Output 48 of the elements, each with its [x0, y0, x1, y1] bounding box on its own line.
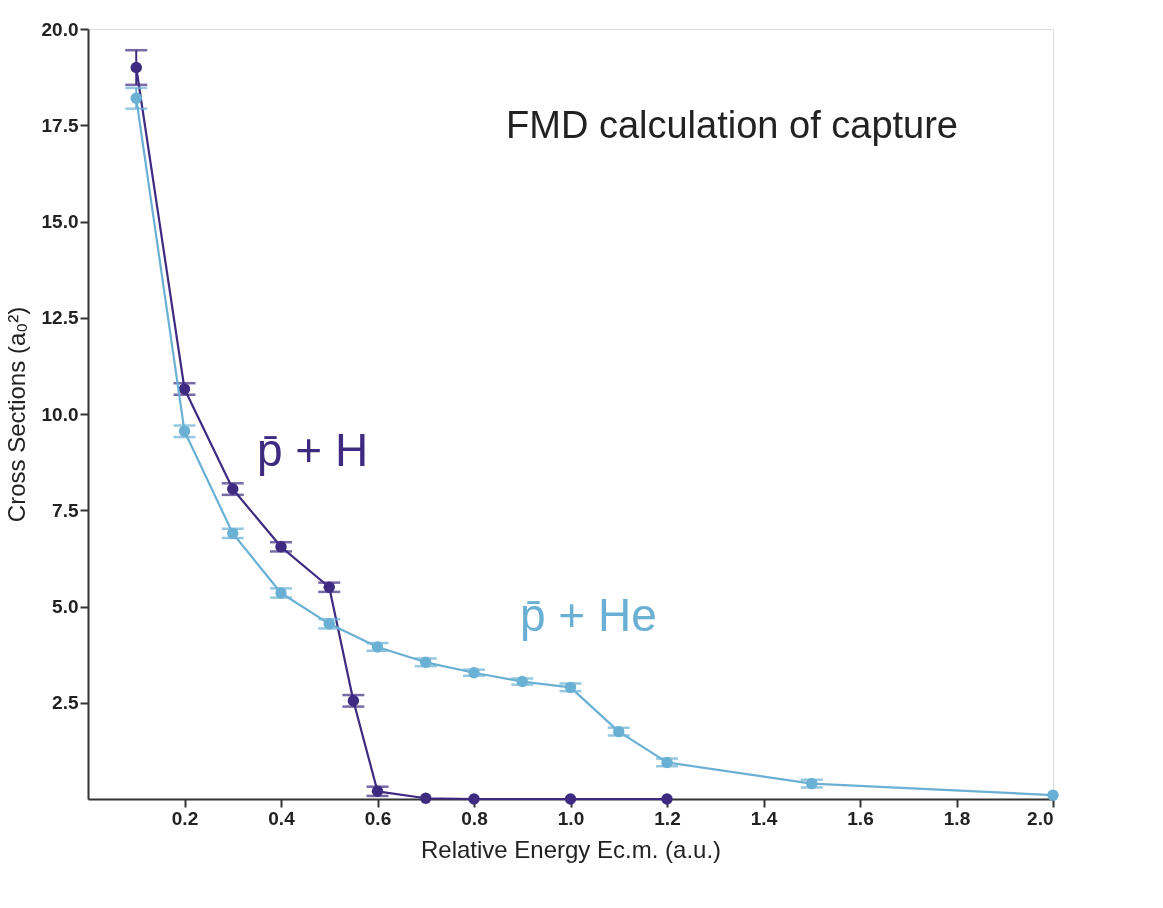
- point: [178, 425, 191, 438]
- point: [516, 675, 528, 688]
- point: [420, 792, 432, 804]
- x-tick-label: 0.6: [364, 807, 392, 829]
- y-tick-label: 15.0: [41, 211, 79, 232]
- point: [371, 785, 384, 797]
- point: [227, 527, 239, 540]
- point: [323, 618, 335, 630]
- y-tick-label: 20.0: [41, 18, 79, 40]
- point: [1047, 789, 1059, 801]
- point: [564, 793, 577, 805]
- x-axis-title: Relative Energy Ec.m. (a.u.): [420, 835, 722, 863]
- y-axis-title: Cross Sections (a₀²): [2, 306, 30, 523]
- y-tick-label: 17.5: [41, 114, 79, 136]
- x-tick-label: 1.4: [750, 807, 778, 829]
- y-tick-label: 5.0: [52, 596, 79, 617]
- y-tick-label: 12.5: [41, 307, 79, 329]
- x-tick-label: 0.2: [171, 807, 199, 829]
- y-tick-label: 2.5: [52, 692, 79, 714]
- y-tick-label: 7.5: [52, 499, 79, 521]
- point: [275, 587, 287, 599]
- x-tick-label: 0.4: [268, 807, 296, 829]
- point: [371, 641, 384, 653]
- point: [130, 92, 142, 104]
- point: [227, 483, 239, 495]
- point: [130, 61, 142, 74]
- point: [323, 581, 335, 593]
- point: [275, 541, 287, 553]
- point: [178, 383, 191, 395]
- series-label: p̄ + He: [520, 589, 657, 641]
- annotation: FMD calculation of capture: [506, 104, 958, 146]
- point: [806, 777, 818, 790]
- x-tick-label: 1.2: [654, 807, 681, 829]
- point: [420, 656, 432, 669]
- point: [564, 681, 577, 694]
- point: [661, 793, 673, 805]
- point: [468, 793, 480, 805]
- series-label: p̄ + H: [257, 424, 369, 476]
- x-tick-label: 1.8: [943, 807, 971, 829]
- x-tick-label: 1.0: [557, 807, 585, 829]
- y-tick-label: 10.0: [41, 403, 79, 425]
- x-tick-label: 1.6: [847, 807, 874, 829]
- point: [613, 725, 625, 738]
- point: [468, 667, 480, 679]
- x-tick-label: 0.8: [461, 807, 488, 829]
- point: [347, 695, 360, 707]
- x-tick-label: 2.0: [1027, 807, 1054, 829]
- point: [661, 756, 673, 769]
